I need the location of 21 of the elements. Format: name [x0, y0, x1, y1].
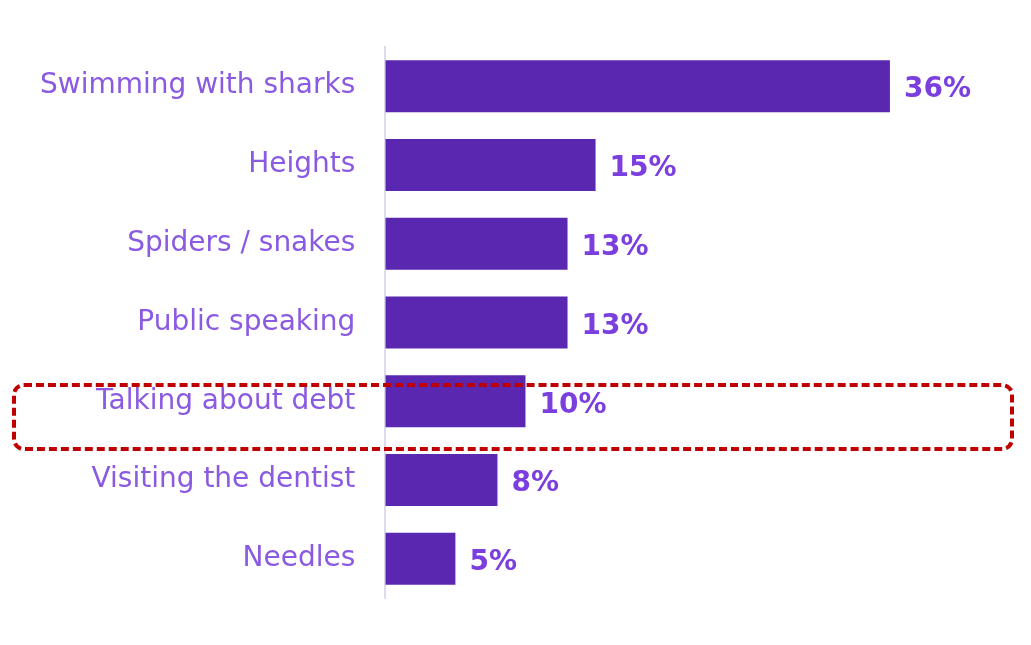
data-label: 15% — [609, 150, 677, 184]
y-tick-label: Talking about debt — [95, 382, 356, 416]
data-label: 13% — [581, 307, 649, 341]
data-label: 13% — [581, 229, 649, 263]
data-label: 36% — [903, 71, 971, 105]
y-tick-label: Needles — [242, 540, 356, 574]
bar — [385, 217, 568, 270]
data-label: 10% — [539, 386, 607, 420]
bar — [385, 60, 890, 113]
y-tick-label: Public speaking — [137, 303, 356, 337]
data-label: 8% — [511, 465, 559, 499]
bar — [385, 454, 498, 507]
y-tick-label: Spiders / snakes — [127, 225, 356, 259]
bar — [385, 138, 596, 191]
bar — [385, 375, 526, 428]
y-tick-label: Visiting the dentist — [91, 461, 356, 495]
bar — [385, 532, 456, 585]
y-tick-label: Swimming with sharks — [39, 67, 356, 101]
y-tick-label: Heights — [248, 146, 356, 180]
data-label: 5% — [469, 544, 517, 578]
bar — [385, 296, 568, 349]
